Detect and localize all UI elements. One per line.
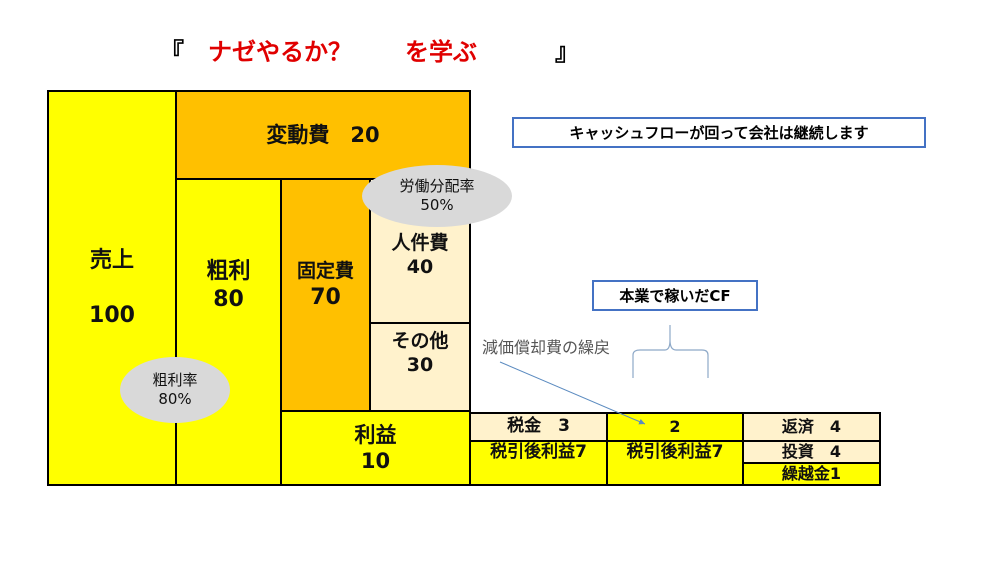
repayment-block: 返済 4 (742, 412, 881, 442)
labor-ratio-label: 労働分配率 (399, 176, 475, 195)
gross-ratio-label: 粗利率 (152, 370, 198, 389)
after-tax-profit-label-2: 税引後利益7 (626, 442, 724, 462)
depreciation-addback-label: 減価償却費の繰戻 (482, 338, 611, 357)
title-close-bracket: 』 (555, 38, 579, 66)
carryover-block: 繰越金1 (742, 462, 881, 486)
other-cost-block: その他 30 (369, 322, 471, 412)
after-tax-profit-label-1: 税引後利益7 (490, 442, 587, 462)
profit-value: 10 (360, 449, 391, 473)
depreciation-value: 2 (669, 417, 681, 436)
investment-label: 投資 4 (781, 442, 842, 461)
title-sub: を学ぶ (405, 38, 477, 66)
carryover-label: 繰越金1 (781, 464, 842, 483)
core-cf-note-text: 本業で稼いだCF (619, 287, 731, 305)
fixed-cost-label: 固定費 (296, 260, 354, 282)
labor-ratio-ellipse: 労働分配率 50% (362, 165, 512, 227)
investment-block: 投資 4 (742, 440, 881, 464)
title-open-bracket: 『 (160, 38, 184, 66)
gross-ratio-value: 80% (158, 390, 192, 408)
cashflow-note: キャッシュフローが回って会社は継続します (512, 117, 926, 148)
other-label: その他 (391, 330, 449, 352)
fixed-cost-block: 固定費 70 (280, 178, 371, 412)
cashflow-note-text: キャッシュフローが回って会社は継続します (569, 124, 869, 142)
sales-label: 売上 (89, 247, 134, 273)
profit-label: 利益 (354, 422, 397, 447)
arrow (499, 361, 646, 425)
brace (632, 325, 709, 378)
gross-profit-value: 80 (213, 286, 244, 312)
gross-profit-block: 粗利 80 (175, 178, 282, 486)
core-cf-note: 本業で稼いだCF (592, 280, 758, 311)
labor-ratio-value: 50% (420, 196, 454, 214)
gross-profit-label: 粗利 (206, 259, 251, 284)
fixed-cost-value: 70 (310, 284, 341, 310)
tax-label: 税金 3 (507, 416, 570, 437)
sales-value: 100 (89, 303, 135, 328)
title-main: ナゼやるか？ (208, 38, 352, 66)
labor-cost-label: 人件費 (391, 232, 449, 254)
labor-cost-value: 40 (406, 255, 434, 278)
gross-ratio-ellipse: 粗利率 80% (120, 357, 230, 423)
profit-block: 利益 10 (280, 410, 471, 486)
variable-cost-label: 変動費 20 (266, 122, 380, 147)
repayment-label: 返済 4 (781, 417, 842, 436)
other-value: 30 (406, 353, 434, 376)
